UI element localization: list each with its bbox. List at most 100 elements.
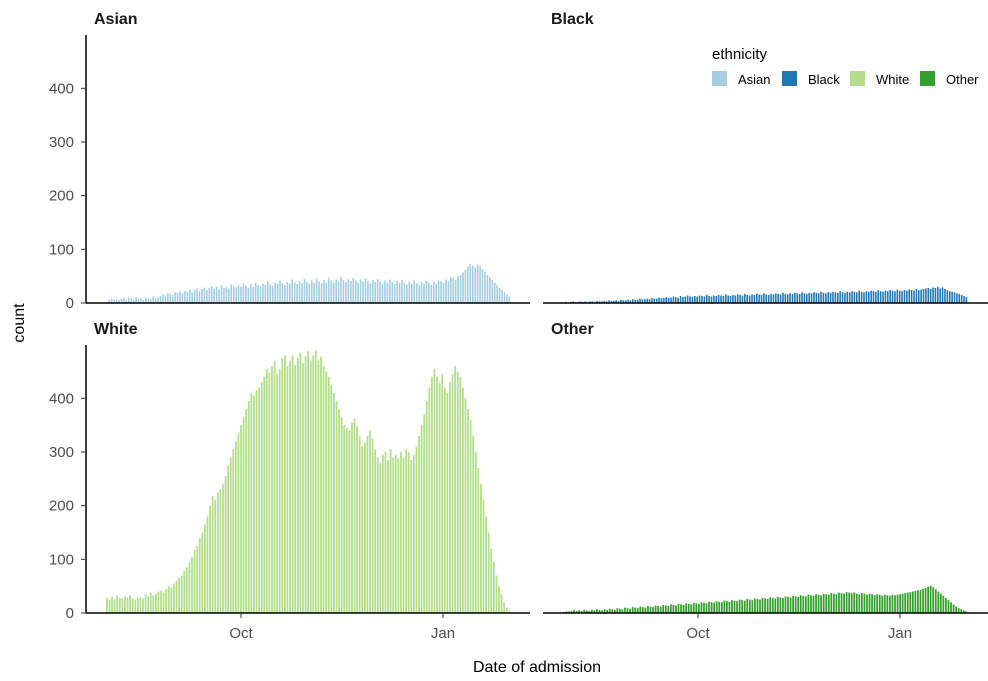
bar-other xyxy=(728,601,731,613)
bar-asian xyxy=(486,275,489,303)
bar-white xyxy=(382,454,384,613)
bar-asian xyxy=(496,285,498,303)
bar-asian xyxy=(179,291,181,303)
bar-black xyxy=(782,292,784,303)
bar-asian xyxy=(450,277,452,303)
bar-white xyxy=(147,596,150,613)
bar-black xyxy=(708,296,710,303)
bar-black xyxy=(872,291,875,303)
bar-other xyxy=(835,594,838,613)
bar-asian xyxy=(262,283,264,303)
bar-other xyxy=(608,608,611,613)
bar-white xyxy=(461,387,464,613)
bar-black xyxy=(725,294,727,303)
bar-other xyxy=(858,594,861,613)
x-tick-label: Oct xyxy=(229,625,253,642)
bar-black xyxy=(689,296,691,303)
bar-asian xyxy=(403,282,406,303)
bar-white xyxy=(144,594,147,613)
bar-white xyxy=(387,460,389,613)
bar-white xyxy=(232,449,235,613)
bar-white xyxy=(191,556,193,613)
bar-asian xyxy=(276,283,279,303)
facet-title-other: Other xyxy=(551,321,594,338)
bar-black xyxy=(729,296,732,303)
bar-black xyxy=(906,290,908,303)
bar-white xyxy=(340,417,343,613)
bar-white xyxy=(407,451,410,613)
bar-other xyxy=(886,595,889,613)
bar-white xyxy=(198,537,201,613)
bar-other xyxy=(776,596,779,613)
bar-black xyxy=(672,296,675,303)
bar-asian xyxy=(298,280,301,303)
bar-white xyxy=(281,358,284,613)
bar-white xyxy=(361,446,364,613)
bar-white xyxy=(449,382,451,613)
bar-other xyxy=(876,594,879,613)
bar-black xyxy=(610,300,613,303)
bar-white xyxy=(126,597,129,613)
bar-asian xyxy=(347,278,350,303)
bar-other xyxy=(942,595,945,613)
bar-other xyxy=(751,600,754,613)
bar-asian xyxy=(445,279,447,303)
bar-other xyxy=(647,606,649,613)
bar-other xyxy=(667,606,670,613)
bar-white xyxy=(224,476,227,613)
bar-black xyxy=(701,296,703,303)
bar-black xyxy=(646,298,648,303)
bar-other xyxy=(945,597,947,613)
bar-black xyxy=(622,300,625,303)
bar-white xyxy=(121,598,124,613)
bar-black xyxy=(717,294,720,303)
bar-white xyxy=(397,458,400,613)
bar-asian xyxy=(135,297,137,303)
bar-asian xyxy=(367,280,369,303)
bar-other xyxy=(570,610,573,613)
bar-black xyxy=(820,291,822,303)
bar-other xyxy=(690,604,693,613)
bar-other xyxy=(669,604,672,613)
bar-asian xyxy=(462,272,464,303)
bar-white xyxy=(113,599,116,613)
bar-asian xyxy=(269,284,272,303)
bar-black xyxy=(679,296,682,303)
bar-black xyxy=(806,293,808,303)
bar-black xyxy=(572,301,575,303)
bar-asian xyxy=(220,285,223,303)
bar-asian xyxy=(223,287,225,303)
bar-white xyxy=(469,419,472,613)
bar-other xyxy=(799,595,802,613)
bar-white xyxy=(482,500,485,613)
bar-asian xyxy=(218,289,220,303)
bar-black xyxy=(741,295,744,303)
y-tick-label: 100 xyxy=(49,551,74,568)
bar-asian xyxy=(364,278,367,303)
bar-black xyxy=(736,294,739,303)
bar-white xyxy=(260,382,263,613)
bar-asian xyxy=(237,285,240,303)
bar-white xyxy=(227,465,230,613)
legend-swatch-black xyxy=(782,71,797,86)
bar-other xyxy=(820,595,823,613)
bar-asian xyxy=(308,283,311,303)
bar-asian xyxy=(296,284,298,303)
bar-black xyxy=(658,297,660,303)
bar-asian xyxy=(108,299,111,303)
bar-other xyxy=(955,606,958,613)
bar-black xyxy=(627,299,629,303)
bar-other xyxy=(636,608,639,613)
bar-black xyxy=(732,294,734,303)
y-tick-label: 300 xyxy=(49,134,74,151)
bar-asian xyxy=(508,296,511,303)
bar-other xyxy=(626,608,629,613)
bar-other xyxy=(568,611,570,613)
bar-black xyxy=(867,291,870,303)
bar-white xyxy=(209,505,211,613)
bar-black xyxy=(644,299,646,303)
bar-white xyxy=(237,433,240,613)
bar-white xyxy=(302,363,304,613)
bar-asian xyxy=(174,292,176,303)
bar-black xyxy=(956,293,958,303)
